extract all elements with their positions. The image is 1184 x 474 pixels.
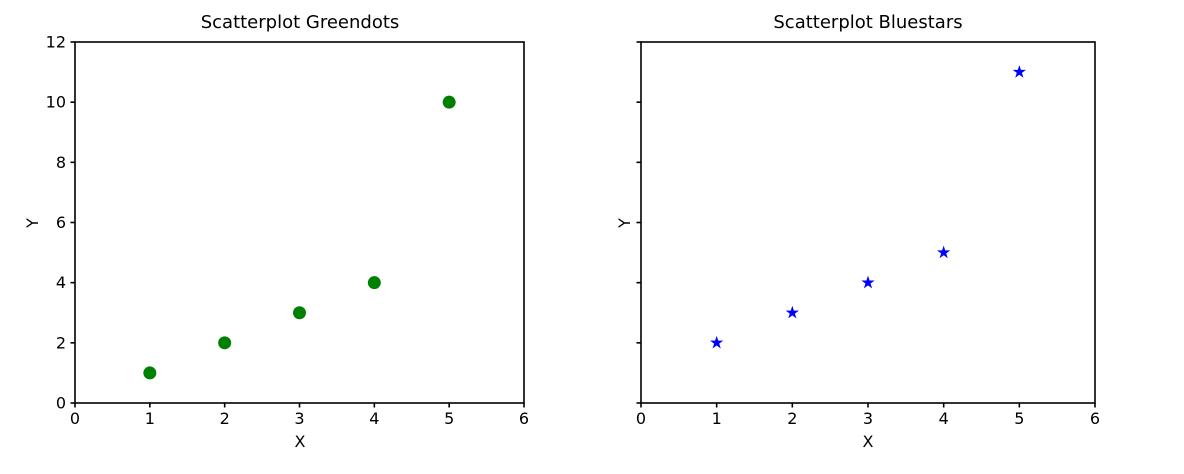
- bluestars-plot-area: 0 1 2 3 4 5 6: [636, 41, 1100, 428]
- data-point-dot: [143, 366, 157, 380]
- bluestars-xlabel: X: [863, 432, 874, 451]
- data-point-dot: [442, 95, 456, 109]
- data-point-star: [861, 275, 875, 289]
- y-tick-label: 8: [56, 153, 66, 172]
- y-tick-label: 6: [56, 213, 66, 232]
- data-point-dot: [293, 306, 306, 320]
- y-tick-label: 2: [56, 333, 66, 352]
- data-point-star: [937, 245, 951, 259]
- x-tick-label: 0: [636, 409, 646, 428]
- x-tick-label: 2: [787, 409, 797, 428]
- bluestars-ylabel: Y: [615, 218, 634, 229]
- greendots-ylabel: Y: [23, 218, 42, 229]
- y-tick-label: 10: [46, 93, 66, 112]
- greendots-xlabel: X: [295, 432, 306, 451]
- axes-frame: [640, 41, 1096, 404]
- x-tick-label: 3: [863, 409, 873, 428]
- data-point-star: [785, 305, 799, 319]
- x-tick-label: 6: [1090, 409, 1100, 428]
- x-tick-label: 5: [444, 409, 454, 428]
- data-point-dot: [218, 336, 232, 350]
- y-tick-label: 12: [46, 33, 66, 52]
- y-tick-label: 0: [56, 394, 66, 413]
- bluestars-title: Scatterplot Bluestars: [773, 12, 962, 33]
- x-tick-label: 1: [712, 409, 722, 428]
- x-tick-label: 6: [519, 409, 529, 428]
- x-tick-label: 3: [294, 409, 304, 428]
- data-point-star: [1012, 65, 1026, 78]
- x-tick-label: 1: [145, 409, 155, 428]
- x-tick-label: 0: [70, 409, 80, 428]
- x-tick-label: 4: [939, 409, 949, 428]
- bluestars-chart: 0 1 2 3 4 5 6 Scatterplot Bluestars X Y: [615, 12, 1100, 451]
- y-tick-label: 4: [56, 273, 66, 292]
- axes-frame: [74, 41, 525, 404]
- greendots-title: Scatterplot Greendots: [201, 12, 400, 33]
- x-tick-label: 2: [220, 409, 230, 428]
- data-point-star: [710, 335, 724, 349]
- data-point-dot: [367, 276, 381, 290]
- x-tick-label: 5: [1014, 409, 1024, 428]
- x-tick-label: 4: [369, 409, 379, 428]
